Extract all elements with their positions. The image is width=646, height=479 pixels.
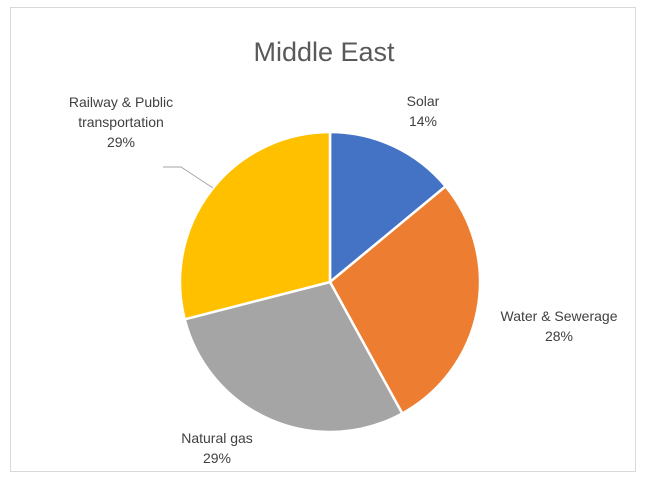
leader-lines — [163, 166, 214, 189]
data-label-percent: 14% — [409, 113, 437, 129]
data-label: Natural gas 29% — [181, 430, 253, 466]
data-labels: Solar 14% Water & Sewerage 28% Natural gas 29… — [69, 93, 618, 466]
data-label-category: Railway & Public — [69, 94, 173, 110]
data-label-category: Solar — [407, 93, 440, 109]
data-label: Solar 14% — [407, 93, 440, 129]
chart-title: Middle East — [253, 37, 395, 67]
pie-chart: Middle East Solar 14% Water & Sewerage 28% N… — [69, 37, 618, 466]
data-label: Railway & Public transportation 29% — [69, 94, 173, 150]
chart-area: Middle East Solar 14% Water & Sewerage 28% N… — [10, 7, 636, 472]
pie-slice — [328, 130, 447, 284]
pie-slice — [328, 185, 482, 415]
data-label-percent: 29% — [107, 134, 135, 150]
leader-line — [163, 166, 214, 189]
pie-slice — [183, 280, 404, 434]
data-label-category: Water & Sewerage — [501, 308, 618, 324]
data-label: Water & Sewerage 28% — [501, 308, 618, 344]
data-label-percent: 29% — [203, 450, 231, 466]
pie-slices — [178, 130, 482, 434]
data-label-category: Natural gas — [181, 430, 253, 446]
data-label-category: transportation — [78, 114, 164, 130]
data-label-percent: 28% — [545, 328, 573, 344]
pie-slice — [178, 130, 332, 321]
